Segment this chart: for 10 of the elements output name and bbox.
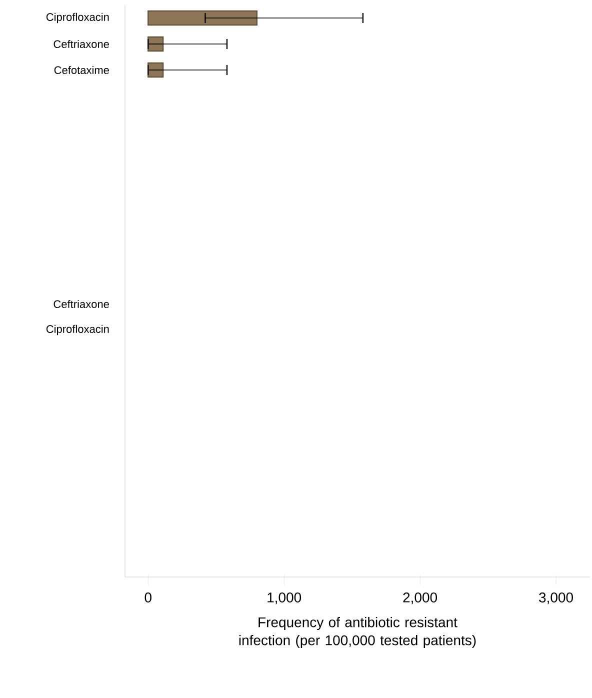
x-tick-label: 1,000: [268, 592, 302, 604]
x-tick-label: 0: [144, 592, 152, 602]
y-tick-label: Ciprofloxacin: [46, 324, 109, 336]
y-tick-label: Ceftriaxone: [54, 300, 109, 308]
y-tick-label: Cefotaxime: [54, 66, 109, 74]
x-axis-title: Frequency of antibiotic resistant infection (per 100,000 tested patients): [239, 616, 476, 648]
y-tick-label: Ceftriaxone: [54, 40, 109, 48]
x-tick-label: 2,000: [403, 592, 438, 604]
x-tick-label: 3,000: [539, 592, 573, 604]
y-tick-label: Ciprofloxacin: [46, 12, 109, 24]
